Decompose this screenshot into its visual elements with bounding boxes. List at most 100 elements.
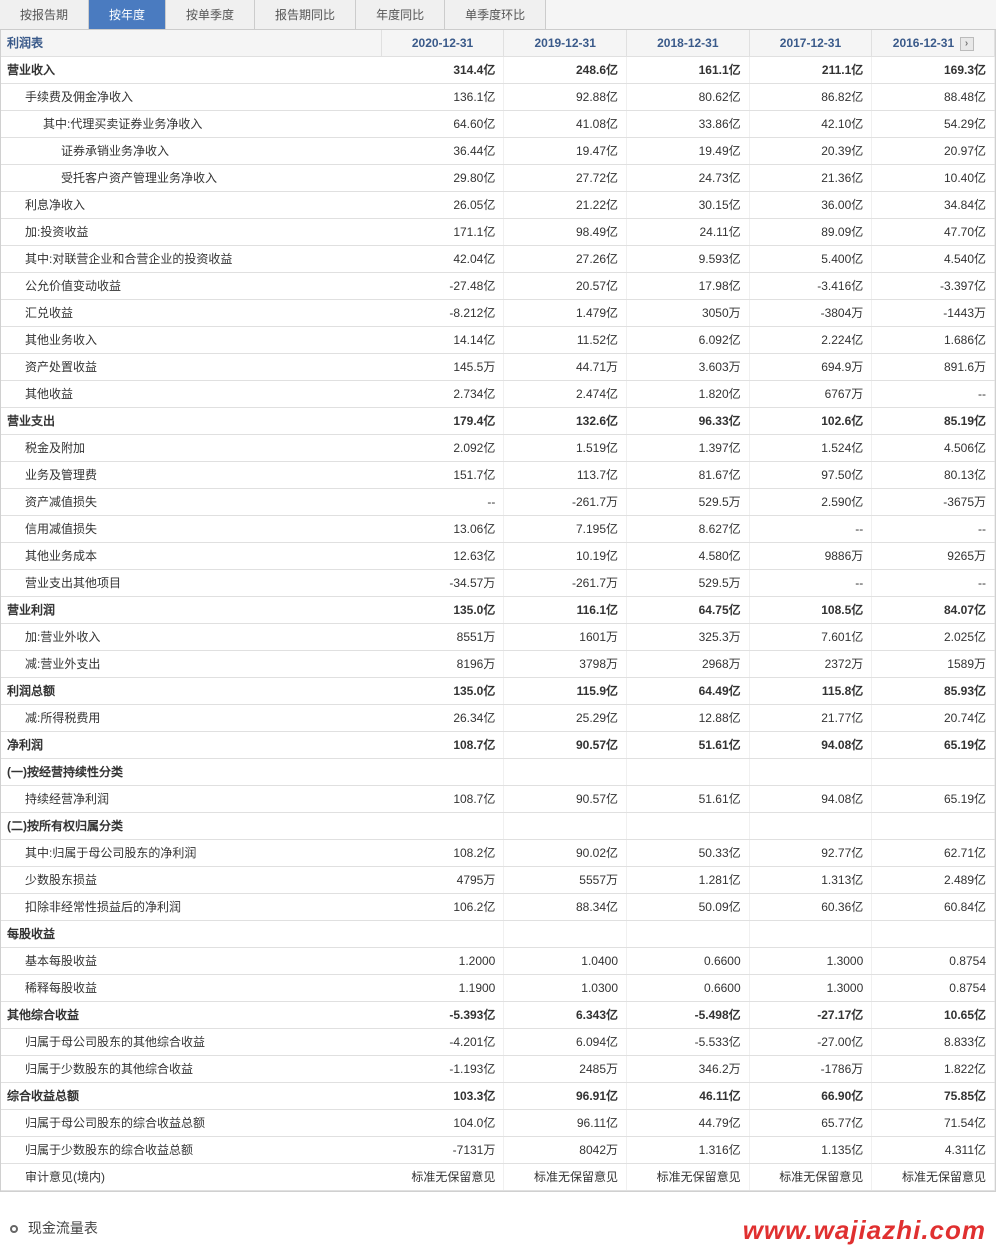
cell-value: -3.416亿 (749, 273, 872, 300)
cell-value: 24.73亿 (627, 165, 750, 192)
cell-value: 96.33亿 (627, 408, 750, 435)
col-2019-12-31: 2019-12-31 (504, 30, 627, 57)
table-row: 信用减值损失13.06亿7.195亿8.627亿---- (1, 516, 995, 543)
cell-value: -- (872, 516, 995, 543)
row-label: 受托客户资产管理业务净收入 (1, 165, 381, 192)
cell-value: -- (872, 570, 995, 597)
row-label: 净利润 (1, 732, 381, 759)
cell-value: 65.19亿 (872, 732, 995, 759)
table-row: 净利润108.7亿90.57亿51.61亿94.08亿65.19亿 (1, 732, 995, 759)
row-label: 汇兑收益 (1, 300, 381, 327)
table-row: 公允价值变动收益-27.48亿20.57亿17.98亿-3.416亿-3.397… (1, 273, 995, 300)
table-row: 受托客户资产管理业务净收入29.80亿27.72亿24.73亿21.36亿10.… (1, 165, 995, 192)
cell-value: 1.1900 (381, 975, 504, 1002)
table-row: 归属于母公司股东的其他综合收益-4.201亿6.094亿-5.533亿-27.0… (1, 1029, 995, 1056)
cell-value: 346.2万 (627, 1056, 750, 1083)
cell-value (381, 921, 504, 948)
cell-value: -4.201亿 (381, 1029, 504, 1056)
cell-value: 529.5万 (627, 489, 750, 516)
cell-value: 151.7亿 (381, 462, 504, 489)
cell-value: 36.00亿 (749, 192, 872, 219)
cell-value: 64.60亿 (381, 111, 504, 138)
table-row: 其他业务成本12.63亿10.19亿4.580亿9886万9265万 (1, 543, 995, 570)
row-label: 营业收入 (1, 57, 381, 84)
tab-年度同比[interactable]: 年度同比 (356, 0, 445, 29)
cell-value: 20.39亿 (749, 138, 872, 165)
table-row: 利润总额135.0亿115.9亿64.49亿115.8亿85.93亿 (1, 678, 995, 705)
row-label: (二)按所有权归属分类 (1, 813, 381, 840)
cell-value: 6.343亿 (504, 1002, 627, 1029)
table-row: 资产减值损失---261.7万529.5万2.590亿-3675万 (1, 489, 995, 516)
row-label: 信用减值损失 (1, 516, 381, 543)
cell-value: 132.6亿 (504, 408, 627, 435)
row-label: 审计意见(境内) (1, 1164, 381, 1191)
cell-value: 1.397亿 (627, 435, 750, 462)
table-row: 稀释每股收益1.19001.03000.66001.30000.8754 (1, 975, 995, 1002)
cell-value: 60.36亿 (749, 894, 872, 921)
col-2017-12-31: 2017-12-31 (749, 30, 872, 57)
cell-value: 51.61亿 (627, 732, 750, 759)
cell-value: 64.75亿 (627, 597, 750, 624)
row-label: 资产减值损失 (1, 489, 381, 516)
row-label: 其他收益 (1, 381, 381, 408)
table-row: 其中:代理买卖证券业务净收入64.60亿41.08亿33.86亿42.10亿54… (1, 111, 995, 138)
cell-value: 108.7亿 (381, 786, 504, 813)
row-label: 其他综合收益 (1, 1002, 381, 1029)
cell-value: 2968万 (627, 651, 750, 678)
cell-value: 3.603万 (627, 354, 750, 381)
cell-value: 62.71亿 (872, 840, 995, 867)
scroll-right-icon[interactable]: › (960, 37, 974, 51)
table-row: 少数股东损益4795万5557万1.281亿1.313亿2.489亿 (1, 867, 995, 894)
row-label: 稀释每股收益 (1, 975, 381, 1002)
row-label: 营业支出其他项目 (1, 570, 381, 597)
row-label: (一)按经营持续性分类 (1, 759, 381, 786)
tab-按年度[interactable]: 按年度 (89, 0, 166, 29)
cell-value (627, 759, 750, 786)
cell-value: 88.34亿 (504, 894, 627, 921)
cell-value: 9.593亿 (627, 246, 750, 273)
cell-value: 529.5万 (627, 570, 750, 597)
table-row: 汇兑收益-8.212亿1.479亿3050万-3804万-1443万 (1, 300, 995, 327)
cell-value: 85.19亿 (872, 408, 995, 435)
tab-按单季度[interactable]: 按单季度 (166, 0, 255, 29)
table-row: 营业支出其他项目-34.57万-261.7万529.5万---- (1, 570, 995, 597)
cell-value: -1786万 (749, 1056, 872, 1083)
cell-value: 2.474亿 (504, 381, 627, 408)
cell-value: 1589万 (872, 651, 995, 678)
tab-单季度环比[interactable]: 单季度环比 (445, 0, 546, 29)
cell-value: 171.1亿 (381, 219, 504, 246)
cell-value: 103.3亿 (381, 1083, 504, 1110)
cell-value: 1.0300 (504, 975, 627, 1002)
cell-value: -5.533亿 (627, 1029, 750, 1056)
cell-value: 26.34亿 (381, 705, 504, 732)
cell-value: 14.14亿 (381, 327, 504, 354)
table-row: 加:投资收益171.1亿98.49亿24.11亿89.09亿47.70亿 (1, 219, 995, 246)
cell-value: 9265万 (872, 543, 995, 570)
table-row: 手续费及佣金净收入136.1亿92.88亿80.62亿86.82亿88.48亿 (1, 84, 995, 111)
cell-value: 85.93亿 (872, 678, 995, 705)
cell-value: 3050万 (627, 300, 750, 327)
cell-value: 145.5万 (381, 354, 504, 381)
cell-value: 108.7亿 (381, 732, 504, 759)
cell-value: 65.77亿 (749, 1110, 872, 1137)
row-label: 每股收益 (1, 921, 381, 948)
cell-value: 94.08亿 (749, 732, 872, 759)
cell-value: 7.195亿 (504, 516, 627, 543)
table-row: 业务及管理费151.7亿113.7亿81.67亿97.50亿80.13亿 (1, 462, 995, 489)
cell-value: 97.50亿 (749, 462, 872, 489)
cell-value: 2485万 (504, 1056, 627, 1083)
row-label: 利润总额 (1, 678, 381, 705)
cell-value: 80.62亿 (627, 84, 750, 111)
cell-value: 104.0亿 (381, 1110, 504, 1137)
cell-value: 88.48亿 (872, 84, 995, 111)
tab-按报告期[interactable]: 按报告期 (0, 0, 89, 29)
cell-value (504, 759, 627, 786)
cell-value: 81.67亿 (627, 462, 750, 489)
table-row: 加:营业外收入8551万1601万325.3万7.601亿2.025亿 (1, 624, 995, 651)
cell-value: 0.8754 (872, 975, 995, 1002)
cell-value: 108.2亿 (381, 840, 504, 867)
cell-value: 0.8754 (872, 948, 995, 975)
tab-报告期同比[interactable]: 报告期同比 (255, 0, 356, 29)
cell-value: 314.4亿 (381, 57, 504, 84)
row-label: 扣除非经常性损益后的净利润 (1, 894, 381, 921)
